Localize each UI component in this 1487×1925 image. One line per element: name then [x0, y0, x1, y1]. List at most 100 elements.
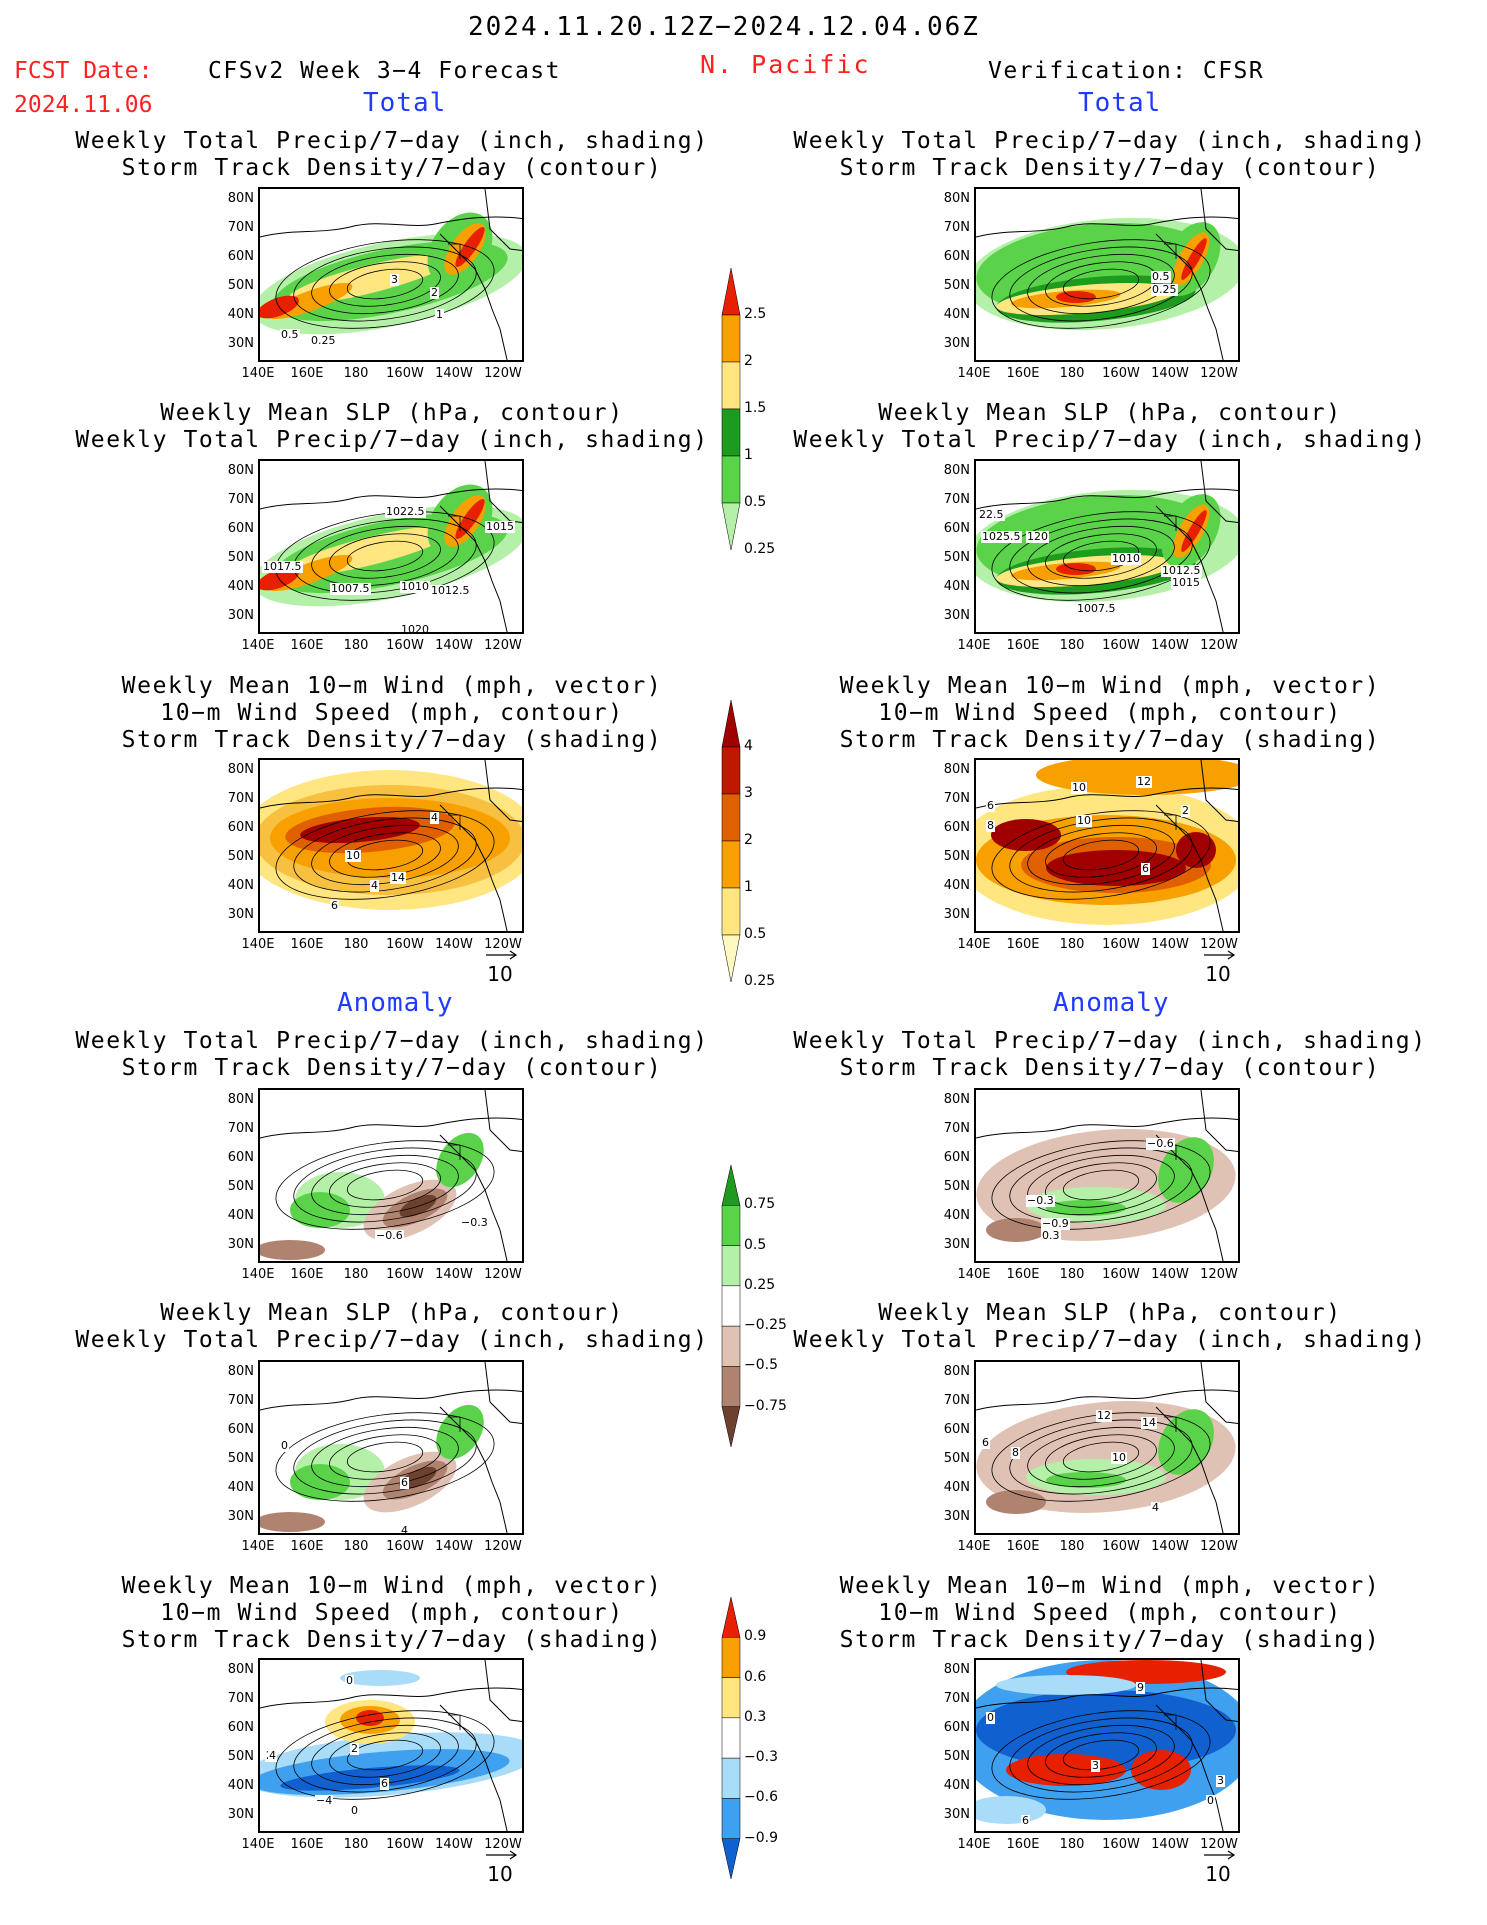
contour-label: 0: [280, 1439, 289, 1452]
lat-tick-label: 70N: [227, 1121, 254, 1136]
title-line: Weekly Total Precip/7−day (inch, shading…: [75, 128, 709, 154]
contour-label: −4: [315, 1794, 334, 1807]
lon-tick-label: 180: [343, 638, 369, 653]
map-panel-p2: 0.25 0.5: [974, 187, 1240, 362]
lon-tick-label: 160W: [386, 638, 424, 653]
lat-tick-label: 70N: [227, 492, 254, 507]
title-line: Storm Track Density/7−day (contour): [839, 155, 1381, 181]
lon-tick-label: 160W: [386, 366, 424, 381]
title-line: Weekly Mean 10−m Wind (mph, vector): [121, 673, 663, 699]
lat-tick-label: 30N: [943, 1807, 970, 1822]
lon-tick-label: 140W: [1151, 1267, 1189, 1282]
contour-label: 6: [981, 1436, 990, 1449]
lon-tick-label: 160W: [1102, 1539, 1140, 1554]
lat-tick-label: 60N: [227, 1720, 254, 1735]
contour-label: 0: [345, 1674, 354, 1687]
colorbar-tick-label: 0.25: [744, 973, 776, 989]
lon-tick-label: 160W: [1102, 638, 1140, 653]
colorbar-tick-label: 3: [744, 785, 753, 801]
lat-tick-label: 70N: [227, 791, 254, 806]
lon-tick-label: 180: [1059, 366, 1085, 381]
lat-tick-label: 80N: [943, 1364, 970, 1379]
title-line: 10−m Wind Speed (mph, contour): [878, 700, 1342, 726]
lon-tick-label: 140W: [1151, 638, 1189, 653]
fcst-date-label: FCST Date:: [14, 58, 153, 84]
lon-tick-label: 180: [1059, 638, 1085, 653]
lat-tick-label: 70N: [227, 1691, 254, 1706]
contour-label: 2: [430, 286, 439, 299]
lat-tick-label: 80N: [227, 1092, 254, 1107]
contour-label: 1: [435, 308, 444, 321]
lon-tick-label: 160E: [1006, 1837, 1040, 1852]
lon-tick-label: 180: [343, 937, 369, 952]
colorbar-tick-label: 0.9: [744, 1628, 767, 1645]
contour-label: 0.3: [1041, 1229, 1061, 1242]
contour-label: 1020: [400, 623, 430, 634]
title-line: Weekly Total Precip/7−day (inch, shading…: [793, 1028, 1427, 1054]
contour-label: 120: [1026, 530, 1049, 543]
title-line: Weekly Total Precip/7−day (inch, shading…: [75, 1028, 709, 1054]
contour-label: 4: [268, 1749, 277, 1762]
map-panel-p9: 0 6 4: [258, 1360, 524, 1535]
lon-tick-label: 140W: [435, 1267, 473, 1282]
map-panel-p10: 12 14 8 10 6 4: [974, 1360, 1240, 1535]
contour-label: 9: [1136, 1681, 1145, 1694]
contour-label: 6: [330, 899, 339, 912]
title-line: Storm Track Density/7−day (shading): [839, 1627, 1381, 1653]
contour-label: 14: [390, 871, 406, 884]
contour-label: 3: [1091, 1759, 1100, 1772]
contour-label: 0: [1206, 1794, 1215, 1807]
lon-tick-label: 120W: [1200, 1267, 1238, 1282]
lon-tick-label: 140E: [957, 937, 991, 952]
colorbar-tick-label: 1.5: [744, 400, 767, 416]
vector-reference-arrow: [1204, 950, 1236, 960]
lon-tick-label: 140W: [435, 638, 473, 653]
lon-tick-label: 180: [343, 1837, 369, 1852]
lon-tick-label: 160E: [290, 1267, 324, 1282]
lat-tick-label: 30N: [943, 907, 970, 922]
contour-label: 1012.5: [1161, 564, 1202, 577]
lat-tick-label: 60N: [943, 249, 970, 264]
lat-tick-label: 60N: [227, 1150, 254, 1165]
lat-tick-label: 50N: [227, 278, 254, 293]
lon-tick-label: 160E: [290, 1837, 324, 1852]
contour-label: 4: [1151, 1501, 1160, 1514]
map-p10: [976, 1362, 1238, 1533]
colorbar-tick-label: 0.6: [744, 1668, 767, 1685]
colorbar-tick-label: −0.3: [744, 1749, 778, 1766]
colorbar-tick-label: −0.5: [744, 1357, 778, 1374]
title-line: Weekly Mean 10−m Wind (mph, vector): [839, 1573, 1381, 1599]
contour-label: 3: [1216, 1774, 1225, 1787]
title-line: Weekly Mean SLP (hPa, contour): [160, 400, 624, 426]
lat-tick-label: 80N: [943, 463, 970, 478]
contour-label: 1017.5: [262, 560, 303, 573]
contour-label: 1007.5: [330, 582, 371, 595]
title-right-3: Weekly Mean 10−m Wind (mph, vector) 10−m …: [780, 673, 1440, 754]
map-p12: [976, 1660, 1238, 1831]
lat-tick-label: 40N: [227, 1208, 254, 1223]
lat-tick-label: 40N: [227, 307, 254, 322]
title-line: Weekly Mean 10−m Wind (mph, vector): [839, 673, 1381, 699]
lon-tick-label: 160W: [386, 1837, 424, 1852]
lon-tick-label: 140W: [435, 1539, 473, 1554]
lat-tick-label: 30N: [943, 608, 970, 623]
lon-tick-label: 160W: [386, 937, 424, 952]
lon-tick-label: 140E: [241, 1267, 275, 1282]
title-line: Storm Track Density/7−day (contour): [121, 1055, 663, 1081]
colorbar-tick-label: 2.5: [744, 306, 767, 322]
lon-tick-label: 120W: [1200, 1837, 1238, 1852]
lon-tick-label: 160E: [1006, 638, 1040, 653]
lat-tick-label: 80N: [227, 762, 254, 777]
lat-tick-label: 70N: [943, 220, 970, 235]
colorbar-precip_anom: [721, 1165, 741, 1448]
title-right-6: Weekly Mean 10−m Wind (mph, vector) 10−m …: [780, 1573, 1440, 1654]
colorbar-tick-label: 0.5: [744, 494, 767, 510]
title-line: Weekly Total Precip/7−day (inch, shading…: [793, 1327, 1427, 1353]
contour-label: 6: [986, 799, 995, 812]
contour-label: 2: [350, 1742, 359, 1755]
lon-tick-label: 160W: [1102, 937, 1140, 952]
lon-tick-label: 140E: [241, 1837, 275, 1852]
title-line: Storm Track Density/7−day (contour): [121, 155, 663, 181]
map-panel-p3: 1022.5 1015 1017.5 1007.5 1010 1012.5 1020: [258, 459, 524, 634]
